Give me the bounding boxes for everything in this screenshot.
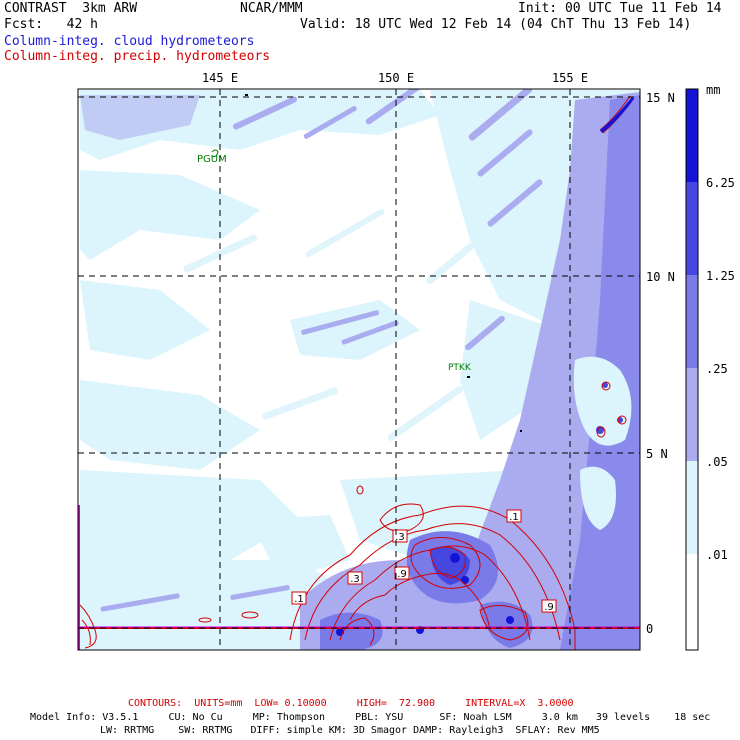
legend-cloud-hydrometeors: Column-integ. cloud hydrometeors (4, 34, 255, 49)
model-info-line2: LW: RRTMG SW: RRTMG DIFF: simple KM: 3D … (100, 725, 600, 736)
latitude-labels: 15 N 10 N 5 N 0 (646, 91, 675, 636)
contour-label-text: .3 (395, 532, 405, 543)
contour-label: .3 (392, 529, 408, 543)
map-plot-area: .1 .3 .9 .1 .3 .9 PGUM PTKK (78, 89, 640, 650)
station-label-ptkk: PTKK (448, 363, 472, 373)
lon-label-145: 145 E (202, 71, 238, 85)
weather-map: .1 .3 .9 .1 .3 .9 PGUM PTKK (77, 71, 735, 651)
lat-label-5n: 5 N (646, 447, 668, 461)
colorbar-level-6-25: 6.25 (706, 176, 735, 190)
colorbar-level-1-25: 1.25 (706, 269, 735, 283)
contour-label-text: .1 (294, 594, 304, 605)
lat-label-10n: 10 N (646, 270, 675, 284)
institution-label: NCAR/MMM (240, 1, 303, 16)
lat-label-0: 0 (646, 622, 653, 636)
southern-precip-complex (300, 382, 623, 650)
gridlines (78, 89, 640, 650)
lon-label-155: 155 E (552, 71, 588, 85)
island-guam (211, 149, 219, 157)
contour-label-text: .1 (509, 512, 519, 523)
colorbar-level-0-05: .05 (706, 455, 728, 469)
colorbar-units: mm (706, 83, 720, 97)
contour-label-text: .9 (397, 569, 407, 580)
longitude-labels: 145 E 150 E 155 E (202, 71, 588, 85)
init-time: Init: 00 UTC Tue 11 Feb 14 (518, 1, 722, 16)
contour-label: .1 (291, 591, 307, 605)
contour-label: .9 (394, 566, 410, 580)
cloud-field-medium (80, 89, 543, 612)
station-label-pgum: PGUM (197, 154, 227, 165)
colorbar-level-0-01: .01 (706, 548, 728, 562)
contour-label-text: .9 (544, 602, 554, 613)
forecast-hour: Fcst: 42 h (4, 17, 98, 32)
plot-title: CONTRAST 3km ARW (4, 1, 138, 16)
legend-precip-hydrometeors: Column-integ. precip. hydrometeors (4, 49, 271, 64)
contour-label: .9 (541, 599, 557, 613)
colorbar: mm 6.25 1.25 .25 .05 .01 (685, 83, 735, 651)
lat-label-15n: 15 N (646, 91, 675, 105)
lon-label-150: 150 E (378, 71, 414, 85)
contour-label-group: .1 .3 .9 .1 .3 .9 (291, 509, 557, 613)
contour-label: .3 (347, 571, 363, 585)
map-frame (77, 88, 641, 651)
model-info-line1: Model Info: V3.5.1 CU: No Cu MP: Thompso… (30, 712, 711, 723)
contour-label-text: .3 (350, 574, 360, 585)
colorbar-level-0-25: .25 (706, 362, 728, 376)
contour-info: CONTOURS: UNITS=mm LOW= 0.10000 HIGH= 72… (128, 698, 574, 709)
station-markers: PGUM PTKK (197, 94, 522, 432)
contour-label: .1 (506, 509, 522, 523)
valid-time: Valid: 18 UTC Wed 12 Feb 14 (04 ChT Thu … (300, 17, 692, 32)
